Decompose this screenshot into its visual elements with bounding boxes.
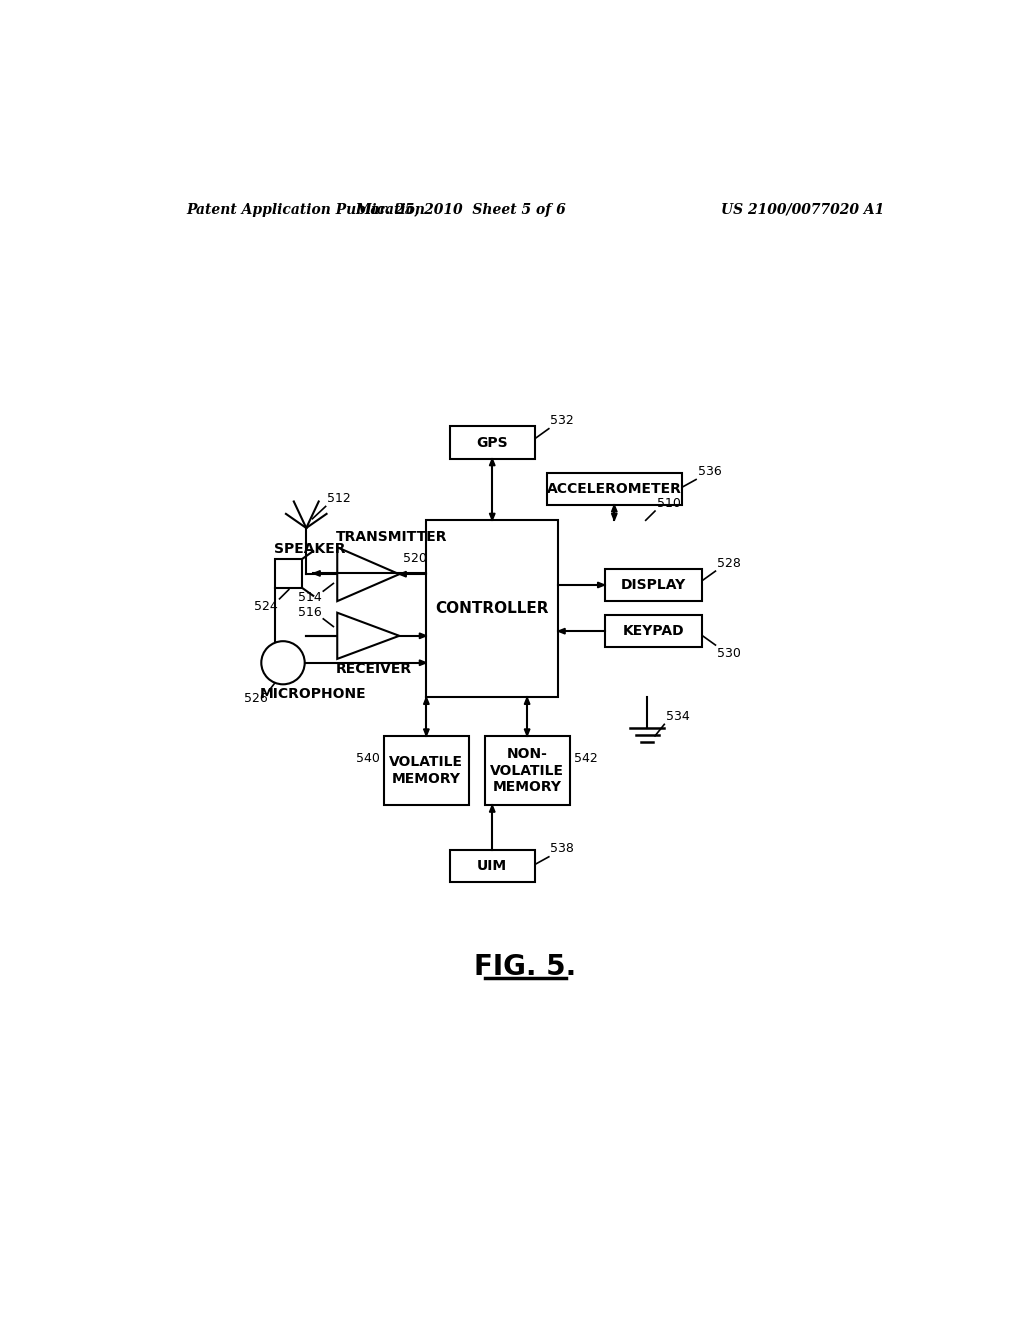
Text: 514: 514 xyxy=(298,591,322,605)
Text: 510: 510 xyxy=(657,498,681,511)
Polygon shape xyxy=(399,572,407,577)
Polygon shape xyxy=(420,660,426,665)
Text: 528: 528 xyxy=(717,557,741,570)
Text: 520: 520 xyxy=(403,552,427,565)
Text: 524: 524 xyxy=(254,601,278,614)
Text: 534: 534 xyxy=(666,710,689,723)
Text: 538: 538 xyxy=(550,842,574,855)
Bar xyxy=(384,737,469,805)
Text: DISPLAY: DISPLAY xyxy=(621,578,686,591)
Polygon shape xyxy=(611,513,617,520)
Bar xyxy=(426,520,558,697)
Text: Mar. 25, 2010  Sheet 5 of 6: Mar. 25, 2010 Sheet 5 of 6 xyxy=(356,203,566,216)
Text: US 2100/0077020 A1: US 2100/0077020 A1 xyxy=(721,203,884,216)
Bar xyxy=(604,615,701,647)
Polygon shape xyxy=(558,628,565,634)
Text: 536: 536 xyxy=(697,465,721,478)
Bar xyxy=(275,558,302,589)
Bar xyxy=(484,737,569,805)
Polygon shape xyxy=(313,570,321,577)
Text: 540: 540 xyxy=(356,752,380,766)
Text: Patent Application Publication: Patent Application Publication xyxy=(186,203,425,216)
Circle shape xyxy=(261,642,305,684)
Text: NON-
VOLATILE
MEMORY: NON- VOLATILE MEMORY xyxy=(490,747,564,793)
Text: FIG. 5.: FIG. 5. xyxy=(474,953,575,981)
Bar xyxy=(547,473,682,506)
Text: UIM: UIM xyxy=(477,859,507,873)
Polygon shape xyxy=(489,805,495,812)
Text: RECEIVER: RECEIVER xyxy=(336,663,412,676)
Polygon shape xyxy=(524,729,529,737)
Polygon shape xyxy=(611,506,617,512)
Bar xyxy=(604,569,701,601)
Text: KEYPAD: KEYPAD xyxy=(623,624,684,638)
Text: 516: 516 xyxy=(298,606,322,619)
Text: 542: 542 xyxy=(573,752,597,766)
Polygon shape xyxy=(489,513,495,520)
Polygon shape xyxy=(598,582,604,587)
Text: 530: 530 xyxy=(717,647,741,660)
Bar xyxy=(450,426,535,459)
Text: CONTROLLER: CONTROLLER xyxy=(435,602,549,616)
Text: TRANSMITTER: TRANSMITTER xyxy=(336,531,447,544)
Text: 532: 532 xyxy=(550,414,574,428)
Text: ACCELEROMETER: ACCELEROMETER xyxy=(547,482,682,496)
Polygon shape xyxy=(424,729,429,737)
Text: GPS: GPS xyxy=(476,436,508,450)
Text: VOLATILE
MEMORY: VOLATILE MEMORY xyxy=(389,755,464,785)
Polygon shape xyxy=(337,612,399,659)
Polygon shape xyxy=(337,548,399,601)
Bar xyxy=(450,850,535,882)
Text: 512: 512 xyxy=(328,492,351,506)
Polygon shape xyxy=(420,634,426,639)
Text: MICROPHONE: MICROPHONE xyxy=(260,688,367,701)
Polygon shape xyxy=(424,697,429,705)
Text: SPEAKER: SPEAKER xyxy=(273,541,345,556)
Text: 526: 526 xyxy=(244,692,267,705)
Polygon shape xyxy=(524,697,529,705)
Polygon shape xyxy=(489,459,495,466)
